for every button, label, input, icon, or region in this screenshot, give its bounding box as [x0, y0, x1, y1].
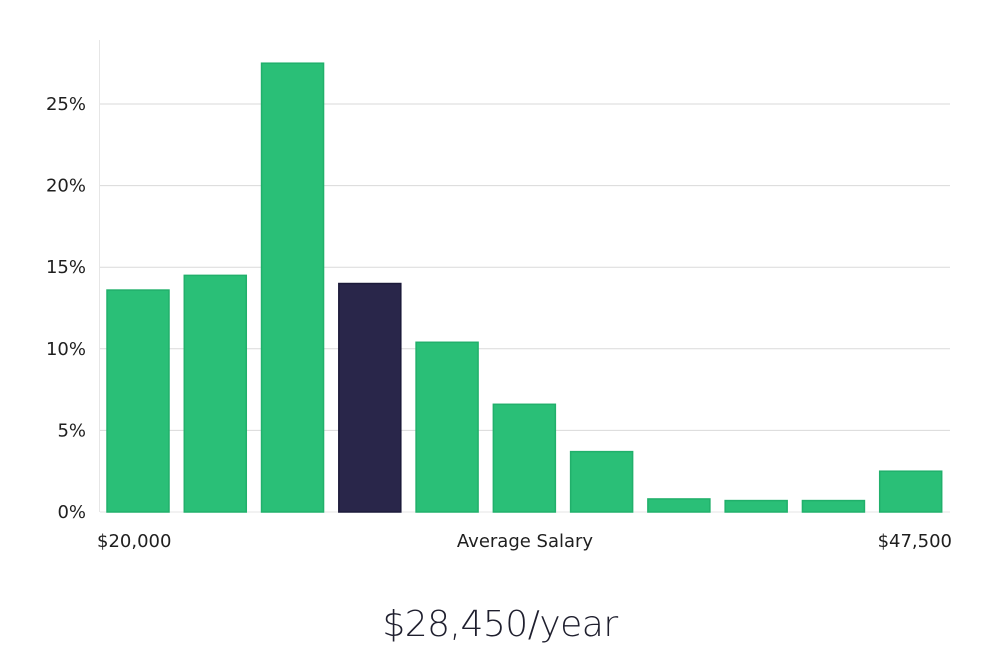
bars: [106, 62, 943, 513]
y-tick-label: 15%: [46, 257, 86, 278]
y-tick-label: 25%: [46, 94, 86, 115]
y-tick-label: 10%: [46, 339, 86, 360]
x-max-label: $47,500: [878, 531, 952, 552]
bar: [415, 341, 479, 513]
y-tick-label: 5%: [57, 420, 86, 441]
bar: [492, 403, 557, 513]
bar: [260, 62, 325, 513]
bar-highlighted: [338, 282, 402, 513]
y-tick-labels: 0% 5% 10% 15% 20% 25%: [46, 94, 86, 523]
x-min-label: $20,000: [97, 531, 171, 552]
y-tick-label: 20%: [46, 176, 86, 197]
bar: [801, 499, 866, 513]
bar: [183, 274, 248, 513]
average-salary-value: $28,450/year: [382, 604, 618, 645]
bar: [647, 498, 711, 513]
salary-histogram: 0%5%10%15%20%25% $20,000 Average Salary …: [46, 40, 952, 552]
bar: [569, 450, 634, 513]
x-axis-title: Average Salary: [457, 531, 594, 552]
bar: [724, 499, 788, 513]
bar: [878, 470, 943, 513]
bar: [106, 289, 170, 513]
y-tick-label: 0%: [57, 502, 86, 523]
